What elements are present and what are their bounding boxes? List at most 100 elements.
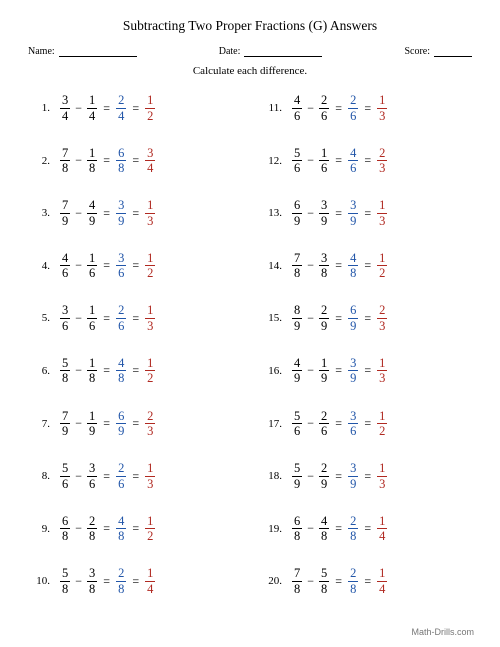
problem-number: 6. (28, 365, 50, 377)
denominator: 3 (145, 213, 155, 228)
numerator: 3 (145, 147, 155, 161)
fraction: 46 (348, 147, 358, 175)
numerator: 7 (292, 567, 302, 581)
column-right: 11.46−26=26=1312.56−16=46=2313.69−39=39=… (260, 87, 472, 613)
fraction: 38 (319, 252, 329, 280)
problem-number: 1. (28, 102, 50, 114)
problem-number: 10. (28, 575, 50, 587)
denominator: 6 (87, 318, 97, 333)
problem-number: 11. (260, 102, 282, 114)
score-field: Score: (404, 46, 472, 57)
denominator: 6 (116, 265, 126, 280)
expression: 59−29=39=13 (292, 462, 387, 490)
minus-sign: − (75, 521, 82, 536)
fraction: 28 (348, 515, 358, 543)
fraction: 78 (60, 147, 70, 175)
minus-sign: − (75, 153, 82, 168)
fraction: 28 (116, 567, 126, 595)
denominator: 8 (87, 581, 97, 596)
fraction: 28 (348, 567, 358, 595)
denominator: 4 (145, 160, 155, 175)
expression: 89−29=69=23 (292, 304, 387, 332)
numerator: 2 (116, 304, 126, 318)
fraction: 58 (60, 357, 70, 385)
problem-number: 19. (260, 523, 282, 535)
numerator: 1 (145, 357, 155, 371)
minus-sign: − (307, 469, 314, 484)
denominator: 8 (60, 528, 70, 543)
fraction: 89 (292, 304, 302, 332)
fraction: 13 (145, 199, 155, 227)
equals-sign: = (335, 101, 342, 116)
score-line (434, 47, 472, 57)
fraction: 23 (145, 410, 155, 438)
expression: 34−14=24=12 (60, 94, 155, 122)
equals-sign: = (335, 258, 342, 273)
numerator: 2 (319, 304, 329, 318)
fraction: 38 (87, 567, 97, 595)
numerator: 3 (319, 252, 329, 266)
minus-sign: − (307, 153, 314, 168)
equals-sign: = (364, 363, 371, 378)
minus-sign: − (75, 311, 82, 326)
equals-sign: = (364, 311, 371, 326)
numerator: 1 (87, 410, 97, 424)
expression: 68−28=48=12 (60, 515, 155, 543)
denominator: 2 (145, 528, 155, 543)
numerator: 2 (377, 147, 387, 161)
problem-row: 11.46−26=26=13 (260, 87, 472, 129)
denominator: 8 (348, 581, 358, 596)
numerator: 4 (116, 515, 126, 529)
equals-sign: = (335, 363, 342, 378)
fraction: 23 (377, 304, 387, 332)
numerator: 1 (87, 252, 97, 266)
equals-sign: = (335, 416, 342, 431)
denominator: 9 (319, 318, 329, 333)
expression: 58−38=28=14 (60, 567, 155, 595)
fraction: 36 (60, 304, 70, 332)
numerator: 1 (87, 147, 97, 161)
equals-sign: = (103, 574, 110, 589)
numerator: 1 (145, 94, 155, 108)
numerator: 2 (319, 94, 329, 108)
expression: 58−18=48=12 (60, 357, 155, 385)
expression: 78−18=68=34 (60, 147, 155, 175)
denominator: 8 (319, 265, 329, 280)
fraction: 26 (319, 94, 329, 122)
equals-sign: = (364, 206, 371, 221)
equals-sign: = (335, 521, 342, 536)
denominator: 8 (116, 528, 126, 543)
equals-sign: = (103, 521, 110, 536)
numerator: 3 (87, 567, 97, 581)
problem-row: 7.79−19=69=23 (28, 403, 240, 445)
numerator: 5 (292, 410, 302, 424)
numerator: 3 (348, 462, 358, 476)
equals-sign: = (364, 469, 371, 484)
fraction: 39 (348, 357, 358, 385)
denominator: 4 (145, 581, 155, 596)
numerator: 1 (377, 357, 387, 371)
equals-sign: = (132, 101, 139, 116)
numerator: 6 (60, 515, 70, 529)
problem-row: 14.78−38=48=12 (260, 245, 472, 287)
denominator: 8 (116, 370, 126, 385)
denominator: 3 (377, 160, 387, 175)
equals-sign: = (103, 206, 110, 221)
numerator: 8 (292, 304, 302, 318)
problem-row: 1.34−14=24=12 (28, 87, 240, 129)
problem-row: 18.59−29=39=13 (260, 455, 472, 497)
denominator: 9 (87, 213, 97, 228)
numerator: 3 (319, 199, 329, 213)
denominator: 6 (292, 160, 302, 175)
problem-row: 3.79−49=39=13 (28, 192, 240, 234)
numerator: 4 (87, 199, 97, 213)
problem-number: 8. (28, 470, 50, 482)
problem-row: 15.89−29=69=23 (260, 297, 472, 339)
equals-sign: = (103, 311, 110, 326)
problem-number: 5. (28, 312, 50, 324)
numerator: 1 (319, 147, 329, 161)
denominator: 9 (319, 370, 329, 385)
minus-sign: − (75, 206, 82, 221)
fraction: 29 (319, 462, 329, 490)
denominator: 6 (319, 160, 329, 175)
